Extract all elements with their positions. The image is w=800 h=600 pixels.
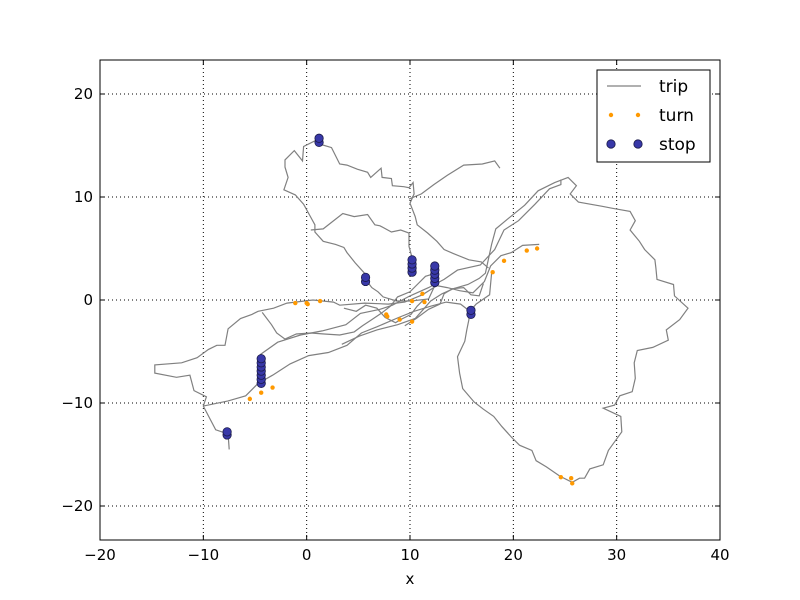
trip-line bbox=[456, 309, 573, 483]
x-tick-label: 30 bbox=[607, 546, 626, 564]
legend-stop-swatch bbox=[633, 139, 643, 149]
trip-line bbox=[203, 273, 493, 407]
y-tick-label: 10 bbox=[74, 188, 93, 206]
x-tick-label: −10 bbox=[188, 546, 220, 564]
legend-turn-label: turn bbox=[659, 106, 694, 126]
turn-point bbox=[534, 246, 540, 251]
trip-line bbox=[343, 299, 424, 324]
stop-point bbox=[407, 255, 417, 265]
legend-box bbox=[596, 69, 711, 163]
stop-point bbox=[222, 427, 232, 437]
trip-line bbox=[154, 243, 540, 450]
turn-point bbox=[409, 298, 415, 304]
x-tick-label: 20 bbox=[504, 546, 523, 564]
turn-point bbox=[558, 474, 564, 480]
x-tick-label: −20 bbox=[84, 546, 116, 564]
y-tick-label: 0 bbox=[83, 291, 93, 309]
trip-line bbox=[404, 283, 484, 327]
turn-point bbox=[501, 258, 507, 264]
stop-point bbox=[256, 354, 266, 364]
turn-point bbox=[385, 314, 390, 319]
legend-stop-label: stop bbox=[659, 135, 696, 155]
turn-point bbox=[569, 475, 574, 481]
trip-line bbox=[341, 176, 689, 483]
turn-point bbox=[420, 291, 425, 297]
legend-turn-swatch bbox=[608, 112, 614, 118]
stop-point bbox=[360, 272, 371, 282]
x-tick-label: 0 bbox=[302, 546, 312, 564]
plot-data bbox=[154, 133, 689, 486]
turn-point bbox=[259, 390, 264, 395]
stop-point bbox=[430, 261, 440, 271]
turn-point bbox=[570, 481, 575, 486]
turn-point bbox=[490, 269, 495, 275]
legend-stop-swatch bbox=[606, 139, 616, 149]
x-tick-label: 40 bbox=[710, 546, 729, 564]
trip-line bbox=[320, 143, 489, 269]
axis-ticks: −20 −10 0 10 20 30 40 −20 −10 0 10 20 bbox=[61, 60, 730, 564]
legend-trip-label: trip bbox=[659, 77, 688, 97]
turn-point bbox=[397, 317, 402, 322]
y-tick-label: −20 bbox=[61, 497, 93, 515]
stop-point bbox=[466, 305, 476, 315]
y-tick-label: −10 bbox=[61, 394, 93, 412]
turn-point bbox=[305, 301, 310, 307]
legend-turn-swatch bbox=[635, 112, 641, 118]
turn-point bbox=[422, 299, 427, 305]
trip-line bbox=[261, 272, 436, 340]
turn-point bbox=[524, 248, 529, 253]
legend: trip turn stop bbox=[596, 69, 711, 163]
trip-line bbox=[310, 212, 413, 270]
trip-line bbox=[408, 160, 501, 200]
turn-point bbox=[409, 319, 415, 324]
turn-point bbox=[270, 385, 275, 390]
stop-point bbox=[314, 133, 324, 143]
turn-point bbox=[293, 300, 298, 306]
x-axis-title: x bbox=[406, 570, 415, 588]
x-tick-label: 10 bbox=[400, 546, 419, 564]
turn-point bbox=[317, 298, 323, 304]
turn-point bbox=[247, 396, 253, 402]
trip-line bbox=[283, 138, 437, 302]
y-tick-label: 20 bbox=[74, 85, 93, 103]
